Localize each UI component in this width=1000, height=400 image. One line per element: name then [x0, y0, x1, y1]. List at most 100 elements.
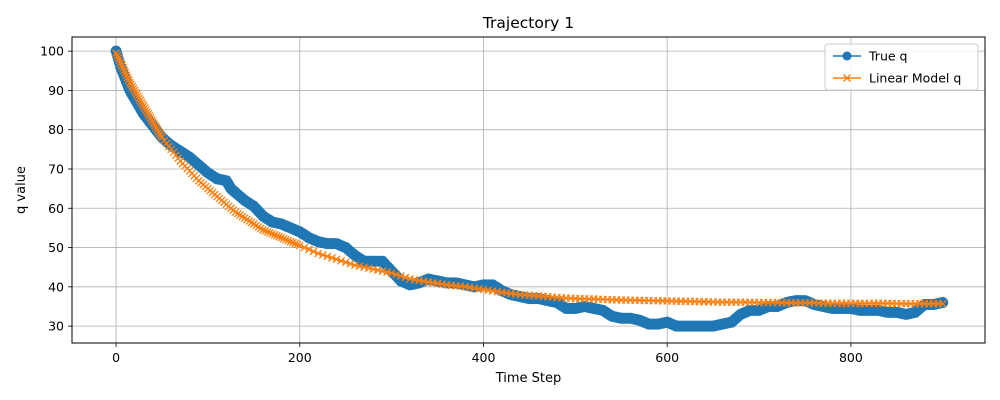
- x-marker-stroke: [124, 76, 133, 85]
- x-marker-stroke: [265, 228, 274, 237]
- x-marker-stroke: [387, 269, 396, 278]
- y-tick-label: 90: [48, 83, 64, 98]
- linear-model-q-point: [121, 68, 130, 77]
- chart-title: Trajectory 1: [482, 14, 574, 32]
- legend-x-marker: [843, 74, 851, 82]
- linear-model-q-point: [293, 240, 302, 249]
- x-marker-stroke: [378, 267, 387, 276]
- linear-model-q-point: [346, 259, 355, 268]
- linear-model-q-point: [332, 255, 341, 264]
- linear-model-q-point: [114, 54, 123, 62]
- x-marker-stroke: [263, 227, 272, 236]
- x-marker-stroke: [318, 250, 327, 259]
- linear-model-q-point: [116, 58, 125, 67]
- x-marker-stroke: [288, 238, 297, 247]
- y-tick-label: 80: [48, 122, 64, 137]
- legend-label: True q: [868, 49, 907, 64]
- x-marker-stroke: [332, 255, 341, 264]
- x-marker-stroke: [121, 68, 130, 77]
- x-tick-label: 0: [112, 350, 120, 365]
- x-tick-label: 600: [655, 350, 679, 365]
- linear-model-q-point: [305, 245, 313, 254]
- x-axis-label: Time Step: [495, 371, 562, 386]
- x-marker-stroke: [275, 232, 284, 241]
- series-layer: [110, 45, 949, 332]
- x-marker-stroke: [270, 230, 279, 239]
- x-marker-stroke: [309, 247, 318, 256]
- linear-model-q-point: [265, 228, 274, 237]
- linear-model-q-point: [123, 73, 132, 82]
- x-marker-stroke: [120, 66, 129, 75]
- linear-model-q-point: [396, 272, 405, 280]
- x-marker-stroke: [116, 58, 125, 67]
- x-marker-stroke: [259, 225, 268, 234]
- x-tick-label: 400: [472, 350, 496, 365]
- series-true-q-line: [115, 50, 943, 327]
- x-marker-stroke: [295, 241, 304, 250]
- y-tick-label: 60: [48, 201, 64, 216]
- x-marker-stroke: [355, 262, 364, 271]
- x-marker-stroke: [272, 231, 281, 240]
- x-marker-stroke: [401, 273, 410, 282]
- x-axis-ticks: 0 200 400 600 800: [112, 343, 863, 365]
- linear-model-q-point: [288, 238, 297, 247]
- x-marker-stroke: [112, 49, 121, 58]
- linear-model-q-point: [119, 63, 127, 72]
- linear-model-q-point: [113, 51, 122, 60]
- linear-model-q-point: [115, 56, 124, 65]
- x-marker-stroke: [300, 243, 309, 252]
- linear-model-q-point: [291, 239, 300, 248]
- x-marker-stroke: [114, 54, 123, 62]
- linear-model-q-point: [337, 256, 346, 265]
- x-marker-stroke: [360, 263, 369, 272]
- x-marker-stroke: [364, 264, 373, 273]
- x-marker-stroke: [369, 265, 378, 274]
- linear-model-q-point: [117, 61, 126, 70]
- x-marker-stroke: [373, 266, 382, 275]
- y-tick-label: 100: [40, 44, 64, 59]
- x-marker-stroke: [341, 258, 350, 267]
- legend-item: True q: [833, 49, 907, 64]
- x-marker-stroke: [122, 71, 131, 80]
- x-marker-stroke: [327, 253, 336, 262]
- x-marker-stroke: [279, 234, 288, 243]
- linear-model-q-point: [309, 247, 318, 256]
- x-marker-stroke: [346, 259, 355, 268]
- plot-area-frame: [71, 36, 986, 344]
- x-marker-stroke: [119, 63, 127, 72]
- x-tick-label: 800: [839, 350, 863, 365]
- legend: True q Linear Model q: [824, 43, 979, 91]
- x-marker-stroke: [323, 252, 332, 261]
- x-marker-stroke: [938, 299, 947, 308]
- x-marker-stroke: [314, 249, 323, 258]
- x-marker-stroke: [337, 256, 346, 265]
- linear-model-q-point: [268, 229, 277, 238]
- linear-model-q-point: [112, 49, 121, 58]
- y-tick-label: 50: [48, 240, 64, 255]
- legend-label: Linear Model q: [869, 71, 961, 86]
- x-marker-stroke: [350, 261, 359, 270]
- linear-model-q-point: [270, 230, 279, 239]
- x-marker-stroke: [286, 237, 295, 246]
- y-tick-label: 30: [48, 319, 64, 334]
- linear-model-q-point: [938, 299, 947, 308]
- linear-model-q-point: [341, 258, 350, 267]
- linear-model-q-point: [318, 250, 327, 259]
- linear-model-q-point: [286, 237, 295, 246]
- linear-model-q-point: [314, 249, 323, 258]
- linear-model-q-point: [261, 226, 270, 235]
- linear-model-q-point: [259, 225, 268, 234]
- linear-model-q-point: [122, 71, 131, 80]
- linear-model-q-point: [279, 234, 288, 243]
- x-marker-stroke: [277, 233, 286, 242]
- y-tick-label: 70: [48, 161, 64, 176]
- y-axis-ticks: 30 40 50 60 70 80 90 100: [40, 44, 72, 334]
- linear-model-q-point: [272, 231, 281, 240]
- linear-model-q-point: [323, 252, 332, 261]
- x-marker-stroke: [282, 235, 290, 244]
- linear-model-q-point: [300, 243, 309, 252]
- linear-model-q-point: [387, 269, 396, 278]
- x-marker-stroke: [293, 240, 302, 249]
- x-tick-label: 200: [288, 350, 312, 365]
